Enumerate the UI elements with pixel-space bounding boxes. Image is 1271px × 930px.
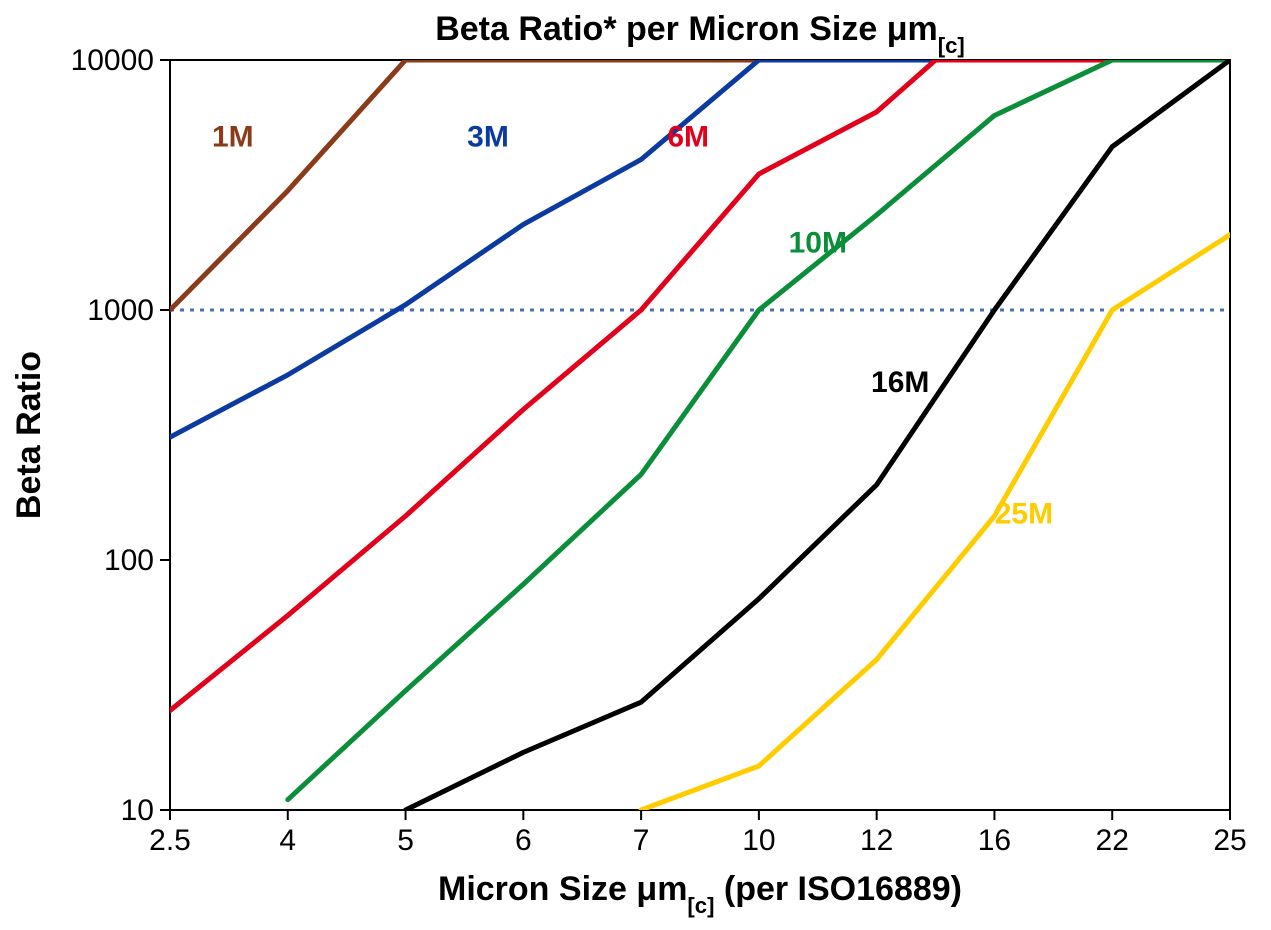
series-label: 10M (789, 226, 847, 259)
x-tick-label: 2.5 (149, 824, 191, 857)
beta-ratio-chart: 10 100 1000 10000 2.5 4 5 6 7 10 12 16 22 25 1M 3M 6M 10M… (0, 0, 1271, 930)
x-tick-label: 25 (1213, 824, 1246, 857)
x-tick-label: 16 (978, 824, 1011, 857)
series-line (288, 60, 1230, 800)
plot-frame (170, 60, 1230, 810)
series-label: 6M (667, 121, 709, 154)
x-axis-label: Micron Size μm[c] (per ISO16889) (438, 870, 962, 918)
series-label: 16M (871, 366, 929, 399)
series-line (406, 60, 1230, 810)
x-tick-label: 22 (1096, 824, 1129, 857)
series-label: 1M (212, 121, 254, 154)
series-group (170, 60, 1230, 810)
y-axis-label: Beta Ratio (10, 351, 48, 519)
x-tick-label: 10 (742, 824, 775, 857)
x-tick-label: 12 (860, 824, 893, 857)
chart-title: Beta Ratio* per Micron Size μm[c] (435, 10, 965, 58)
chart-svg: 10 100 1000 10000 2.5 4 5 6 7 10 12 16 22 25 1M 3M 6M 10M… (0, 0, 1271, 930)
x-tick-label: 6 (515, 824, 532, 857)
series-line (170, 60, 1230, 310)
x-tick-label: 4 (279, 824, 296, 857)
x-tick-label: 7 (633, 824, 650, 857)
series-label: 3M (467, 121, 509, 154)
series-line (641, 235, 1230, 810)
y-tick-label: 10000 (71, 44, 154, 77)
y-tick-label: 1000 (87, 294, 154, 327)
series-label: 25M (995, 497, 1053, 530)
y-tick-label: 10 (121, 794, 154, 827)
x-tick-label: 5 (397, 824, 414, 857)
y-tick-label: 100 (104, 544, 154, 577)
